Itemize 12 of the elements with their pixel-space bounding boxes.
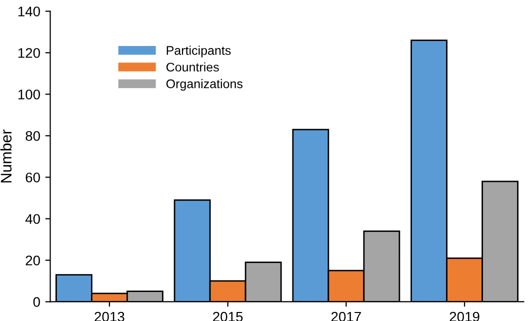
- y-tick-label: 60: [26, 172, 40, 182]
- legend-label: Countries: [166, 62, 219, 72]
- y-tick-label: 80: [26, 131, 40, 141]
- y-tick-label: 120: [18, 48, 40, 58]
- y-tick-label: 20: [26, 256, 40, 266]
- y-tick-label: 100: [18, 90, 40, 100]
- y-tick-label: 140: [18, 6, 40, 16]
- legend-label: Organizations: [166, 79, 242, 91]
- y-tick-label: 40: [25, 214, 40, 224]
- legend-label: Participants: [166, 46, 231, 58]
- y-axis-title: Number: [0, 130, 12, 182]
- y-tick-label: 0: [33, 297, 40, 307]
